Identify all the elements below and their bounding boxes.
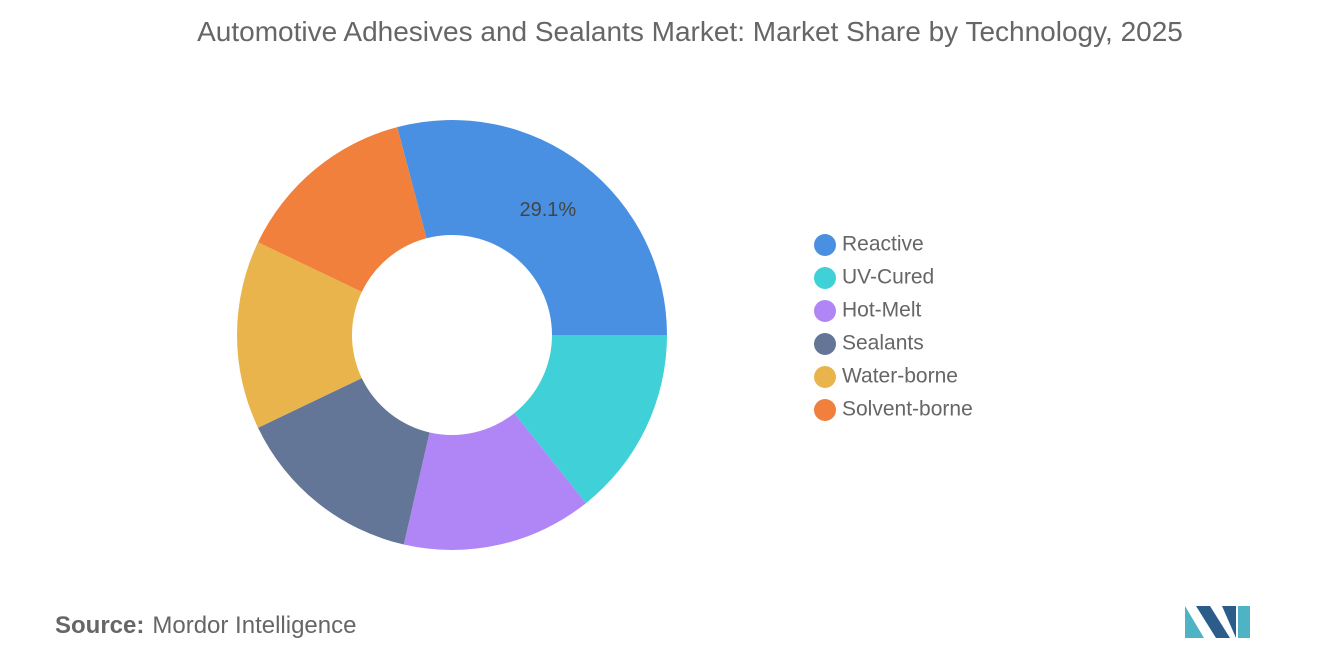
data-label: 29.1% [519,199,576,221]
legend-marker [814,267,836,289]
slice [514,335,667,504]
legend-marker [814,234,836,256]
slice [397,119,667,335]
source-label: Source: [55,612,145,639]
chart-title: Automotive Adhesives and Sealants Market… [197,16,1183,47]
legend-marker [814,399,836,421]
source-text: Mordor Intelligence [152,612,357,639]
legend-marker [814,366,836,388]
slice [258,127,427,292]
slice [403,413,586,550]
slice [237,242,362,428]
legend-label: Hot-Melt [842,299,922,322]
legend-marker [814,333,836,355]
legend-label: UV-Cured [842,266,934,289]
legend-label: Sealants [842,332,924,355]
legend-label: Water-borne [842,365,958,388]
logo [1185,606,1250,638]
legend-marker [814,300,836,322]
legend-label: Reactive [842,233,924,256]
legend-label: Solvent-borne [842,398,973,421]
source: Source: Mordor Intelligence [55,612,356,640]
slice [258,378,430,545]
